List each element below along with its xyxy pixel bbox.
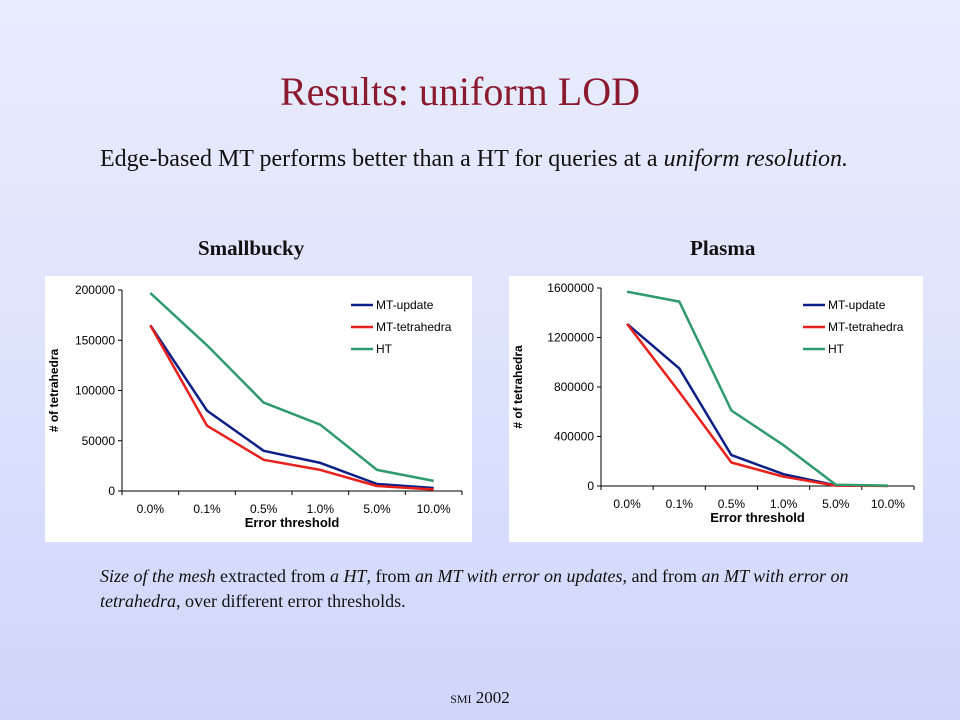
caption-segment: a HT	[329, 566, 367, 586]
y-tick-label: 800000	[554, 380, 594, 394]
y-tick-label: 150000	[75, 333, 115, 347]
y-tick-label: 50000	[82, 434, 116, 448]
chart-heading-smallbucky: Smallbucky	[198, 236, 305, 260]
caption-segment: an MT with error on tetrahedra	[100, 566, 849, 611]
y-tick-label: 200000	[75, 283, 115, 297]
y-tick-label: 1600000	[547, 281, 594, 295]
slide-title: Results: uniform LOD	[280, 69, 640, 114]
y-axis-title: # of tetrahedra	[47, 348, 61, 432]
caption-segment: , and from	[622, 566, 702, 586]
figure-caption: Size of the mesh extracted from a HT, fr…	[100, 564, 860, 614]
x-axis-title: Error threshold	[245, 515, 340, 530]
y-tick-label: 1200000	[547, 331, 594, 345]
x-tick-label: 10.0%	[871, 497, 905, 511]
chart-smallbucky: 0 50000 100000 150000 200000 0.0% 0.1% 0.5% 1.0%…	[45, 276, 472, 542]
legend-label: MT-update	[376, 298, 434, 312]
caption-segment: , from	[366, 566, 415, 586]
series-line-ht	[149, 292, 434, 483]
series-line-mt-update	[149, 324, 434, 490]
y-tick-label: 100000	[75, 384, 115, 398]
intro-text-emphasis: uniform resolution.	[663, 146, 849, 172]
footer: smi 2002	[0, 688, 960, 708]
legend-label: MT-update	[828, 298, 886, 312]
series-line-mt-tetrahedra	[149, 324, 434, 491]
legend-label: HT	[376, 342, 393, 356]
x-axis-title: Error threshold	[710, 510, 805, 525]
footer-year: 2002	[475, 688, 510, 707]
chart-plasma-svg: 0 400000 800000 1200000 1600000 0.0% 0.1% 0.5% 1…	[511, 281, 915, 525]
x-tick-label: 0.5%	[250, 502, 278, 516]
legend-label: MT-tetrahedra	[376, 320, 452, 334]
chart-smallbucky-svg: 0 50000 100000 150000 200000 0.0% 0.1% 0.5% 1.0%…	[47, 283, 463, 530]
x-tick-label: 5.0%	[822, 497, 850, 511]
x-tick-label: 0.0%	[613, 497, 641, 511]
y-tick-label: 0	[108, 484, 115, 498]
x-tick-label: 0.0%	[137, 502, 165, 516]
x-tick-label: 0.1%	[666, 497, 694, 511]
legend-label: HT	[828, 342, 845, 356]
x-tick-label: 10.0%	[417, 502, 451, 516]
x-tick-label: 0.5%	[718, 497, 746, 511]
series-line-mt-tetrahedra	[626, 323, 888, 488]
legend-label: MT-tetrahedra	[828, 320, 904, 334]
x-tick-label: 1.0%	[770, 497, 798, 511]
series-line-mt-update	[626, 322, 888, 488]
chart-heading-plasma: Plasma	[690, 236, 756, 260]
intro-text-main: Edge-based MT performs better than a HT …	[100, 146, 664, 172]
footer-smi: smi	[450, 688, 472, 707]
series-line-ht	[626, 290, 888, 487]
y-tick-label: 0	[587, 479, 594, 493]
chart-plasma: 0 400000 800000 1200000 1600000 0.0% 0.1% 0.5% 1…	[509, 276, 923, 542]
x-tick-label: 5.0%	[363, 502, 391, 516]
y-axis-title: # of tetrahedra	[511, 345, 525, 429]
caption-segment: an MT with error on updates	[414, 566, 623, 586]
x-tick-label: 0.1%	[193, 502, 221, 516]
caption-segment: Size of the mesh	[100, 566, 216, 586]
y-tick-label: 400000	[554, 430, 594, 444]
caption-segment: , over different error thresholds.	[176, 591, 406, 611]
caption-segment: extracted from	[215, 566, 330, 586]
x-tick-label: 1.0%	[307, 502, 335, 516]
intro-text: Edge-based MT performs better than a HT …	[100, 143, 880, 176]
